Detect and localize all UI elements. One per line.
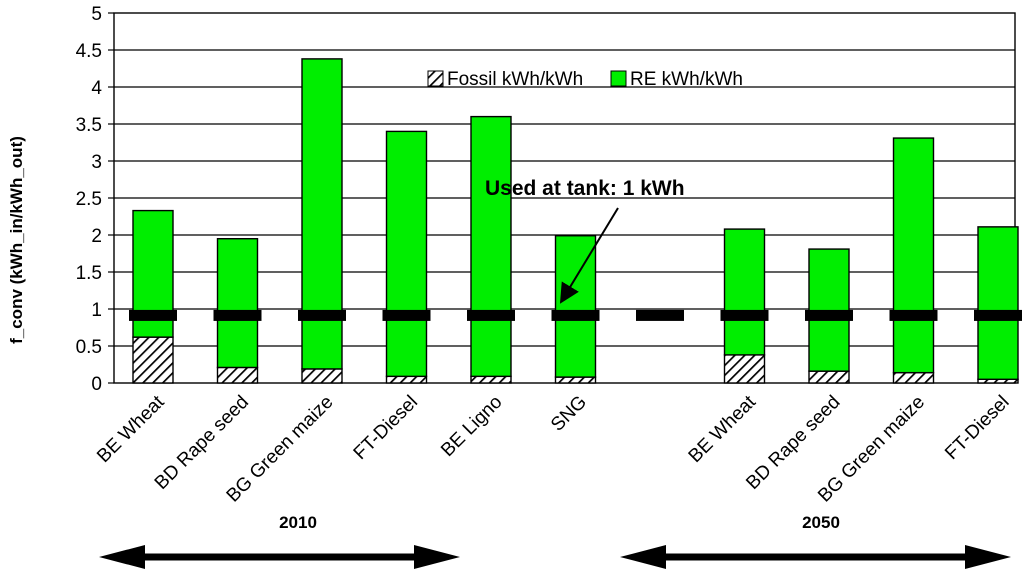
legend-label-re: RE kWh/kWh [630,69,743,90]
bar-fossil [216,366,259,384]
reference-dash [382,309,431,321]
bar-fossil [132,336,174,384]
y-axis-ticks: 0 0.5 1 1.5 2 2.5 3 3.5 4 4.5 5 [76,4,114,395]
reference-dash [298,309,346,321]
reference-dash [213,309,262,321]
x-tick-label: FT-Diesel [350,392,422,464]
reference-dash [805,309,853,321]
y-tick-label: 4 [91,78,102,99]
y-tick-label: 2.5 [76,189,102,210]
bars [132,58,1019,384]
reference-dash [129,309,177,321]
bar-re [723,228,766,356]
reference-dash [636,309,684,321]
annotation-arrow [559,207,619,304]
reference-dash [720,309,769,321]
bar-fossil [892,371,935,384]
y-tick-label: 2 [91,226,102,247]
x-tick-label: SNG [547,392,591,436]
gridlines [114,49,1015,347]
bar-fossil [470,375,512,384]
y-tick-label: 3 [91,152,102,173]
y-tick-label: 0 [91,374,102,395]
bar-re [385,130,428,378]
bar-re [470,115,512,378]
y-tick-label: 0.5 [76,337,102,358]
x-tick-label: BE Wheat [93,391,169,467]
x-tick-label: FT-Diesel [941,392,1013,464]
period-arrow-2050 [620,545,1011,569]
reference-dash [889,309,938,321]
bar-re [892,137,935,374]
x-tick-label: BE Wheat [685,391,761,467]
y-tick-label: 1 [91,300,102,321]
bar-fossil [808,370,850,384]
annotation-text: Used at tank: 1 kWh [485,177,685,200]
bar-re [301,58,343,370]
legend-swatch-fossil [427,70,444,87]
reference-dash [974,309,1022,321]
bar-fossil [723,354,766,384]
bar-re [977,226,1019,381]
y-tick-label: 4.5 [76,41,102,62]
reference-dash [467,309,515,321]
period-arrow-2010 [99,545,460,569]
period-label-2010: 2010 [279,513,317,532]
legend-swatch-re [610,70,627,87]
bar-fossil [554,376,597,384]
y-tick-label: 1.5 [76,263,102,284]
y-axis-label: f_conv (kWh_in/kWh_out) [7,136,26,344]
legend-label-fossil: Fossil kWh/kWh [447,69,583,90]
y-tick-label: 3.5 [76,115,102,136]
bar-fossil [301,368,343,384]
bar-re [554,235,597,378]
bar-re [216,237,259,369]
y-tick-label: 5 [91,4,102,25]
x-tick-label: BE Ligno [437,392,506,461]
reference-line [129,309,1022,321]
period-label-2050: 2050 [802,513,840,532]
bar-fossil [385,375,428,384]
legend: Fossil kWh/kWh RE kWh/kWh [427,69,743,90]
reference-dash [551,309,600,321]
